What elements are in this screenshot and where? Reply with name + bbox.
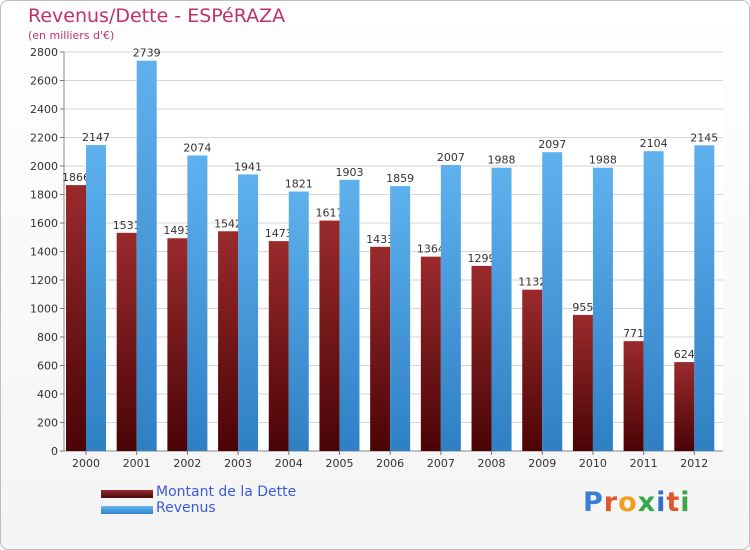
- bar-dette: [167, 238, 188, 451]
- y-tick-label: 1800: [30, 189, 58, 202]
- logo-letter: i: [656, 487, 667, 518]
- y-tick-label: 2400: [30, 103, 58, 116]
- bar-revenus: [86, 145, 106, 452]
- y-tick-label: 1600: [30, 217, 58, 230]
- bar-dette: [116, 232, 137, 451]
- logo-letter: P: [583, 487, 604, 518]
- x-tick-label: 2009: [528, 457, 556, 470]
- data-label-revenus: 1988: [488, 154, 516, 167]
- data-label-dette: 1299: [468, 252, 496, 265]
- y-tick-label: 2600: [30, 75, 58, 88]
- legend-swatch-dette: [101, 490, 153, 498]
- bar-dette: [522, 289, 543, 451]
- data-label-dette: 1866: [62, 171, 90, 184]
- x-tick-label: 2002: [173, 457, 201, 470]
- proxiti-logo: Proxiti: [583, 487, 691, 518]
- data-label-revenus: 2739: [133, 47, 161, 60]
- x-tick-label: 2006: [376, 457, 404, 470]
- data-label-revenus: 1941: [234, 160, 262, 173]
- data-label-dette: 1617: [315, 207, 343, 220]
- bar-dette: [268, 241, 289, 451]
- logo-letter: o: [618, 487, 638, 518]
- logo-letter: t: [666, 487, 681, 518]
- data-label-revenus: 2097: [538, 138, 566, 151]
- bar-revenus: [288, 191, 309, 451]
- y-tick-label: 2200: [30, 132, 58, 145]
- y-tick-label: 400: [37, 388, 58, 401]
- data-label-dette: 1493: [163, 224, 191, 237]
- bar-revenus: [440, 165, 461, 451]
- bar-revenus: [592, 167, 613, 451]
- y-tick-label: 1000: [30, 303, 58, 316]
- bar-dette: [572, 314, 593, 451]
- x-tick-label: 2008: [478, 457, 506, 470]
- y-tick-label: 2000: [30, 160, 58, 173]
- x-tick-label: 2000: [72, 457, 100, 470]
- y-tick-label: 800: [37, 331, 58, 344]
- bar-dette: [674, 362, 695, 451]
- data-label-dette: 1542: [214, 217, 242, 230]
- bar-revenus: [390, 186, 411, 451]
- x-tick-label: 2007: [427, 457, 455, 470]
- x-tick-label: 2005: [325, 457, 353, 470]
- data-label-dette: 1364: [417, 243, 445, 256]
- data-label-revenus: 2104: [640, 137, 668, 150]
- data-label-dette: 955: [572, 301, 593, 314]
- y-tick-label: 1200: [30, 274, 58, 287]
- legend-label-revenus: Revenus: [156, 500, 216, 516]
- x-tick-label: 2004: [275, 457, 303, 470]
- bar-revenus: [542, 152, 563, 452]
- bar-dette: [623, 341, 644, 451]
- x-tick-label: 2010: [579, 457, 607, 470]
- data-label-dette: 771: [623, 327, 644, 340]
- data-label-revenus: 2147: [82, 131, 110, 144]
- data-label-dette: 1531: [113, 219, 141, 232]
- data-label-revenus: 2074: [183, 141, 211, 154]
- data-label-revenus: 1988: [589, 154, 617, 167]
- bar-dette: [420, 256, 441, 451]
- data-label-dette: 1433: [366, 233, 394, 246]
- data-label-revenus: 2145: [690, 131, 718, 144]
- bar-revenus: [136, 60, 157, 451]
- y-tick-label: 2800: [30, 46, 58, 59]
- chart-title: Revenus/Dette - ESPéRAZA: [28, 5, 286, 27]
- x-tick-label: 2012: [680, 457, 708, 470]
- bar-dette: [471, 265, 492, 451]
- bar-revenus: [187, 155, 208, 451]
- data-label-dette: 624: [674, 348, 695, 361]
- data-label-dette: 1473: [265, 227, 293, 240]
- y-tick-label: 200: [37, 417, 58, 430]
- bar-revenus: [694, 145, 715, 451]
- bar-revenus: [491, 167, 512, 451]
- y-tick-label: 0: [51, 445, 58, 458]
- logo-letter: i: [680, 487, 691, 518]
- bar-dette: [218, 231, 239, 451]
- bar-revenus: [339, 179, 360, 451]
- bar-dette: [319, 220, 340, 451]
- data-label-revenus: 1821: [285, 178, 313, 191]
- logo-letter: r: [603, 487, 619, 518]
- data-label-revenus: 1859: [386, 172, 414, 185]
- legend-label-dette: Montant de la Dette: [156, 484, 297, 500]
- x-tick-label: 2003: [224, 457, 252, 470]
- data-label-revenus: 2007: [437, 151, 465, 164]
- y-tick-label: 1400: [30, 246, 58, 259]
- legend-swatch-revenus: [101, 506, 153, 514]
- data-label-revenus: 1903: [335, 166, 363, 179]
- chart-subtitle: (en milliers d'€): [28, 29, 115, 42]
- bar-dette: [370, 246, 391, 451]
- data-label-dette: 1132: [518, 276, 546, 289]
- logo-letter: x: [637, 487, 657, 518]
- bar-dette: [66, 185, 86, 451]
- y-tick-label: 600: [37, 360, 58, 373]
- x-tick-label: 2011: [630, 457, 658, 470]
- bar-revenus: [643, 151, 664, 451]
- bar-revenus: [238, 174, 259, 451]
- x-tick-label: 2001: [123, 457, 151, 470]
